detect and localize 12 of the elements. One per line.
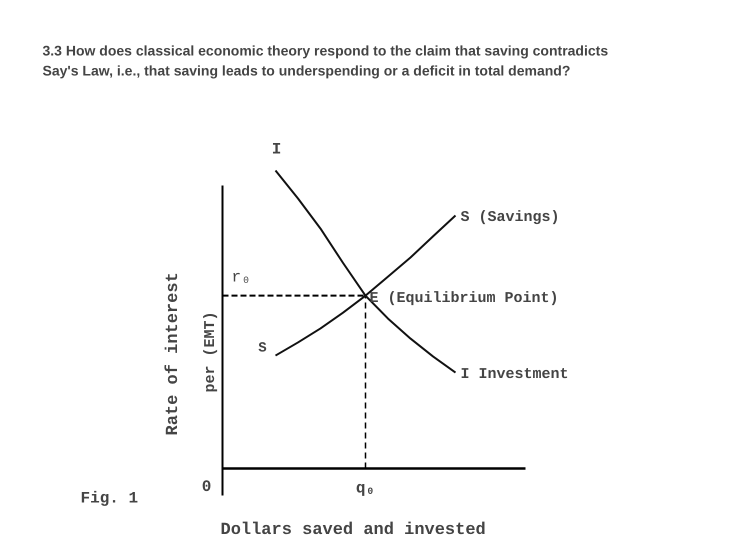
caption: Fig. 1: [80, 490, 138, 508]
annotation: S: [258, 340, 267, 356]
y-axis-title: Rate of interest per (EMT): [164, 272, 219, 436]
text: I: [272, 140, 282, 158]
annotation: E (Equilibrium Point): [370, 290, 559, 307]
series-label: S (Savings): [460, 209, 560, 226]
ref-line-label: r₀: [232, 268, 251, 287]
chart-title: 3.3 How does classical economic theory respond to the claim that saving contradicts Say's Law, i.e., that saving leads to underspending or a deficit in total demand?: [42, 42, 608, 78]
text: 0: [202, 478, 212, 496]
x-axis-title: Dollars saved and invested: [220, 521, 486, 540]
text: q₀: [356, 480, 376, 498]
series-label: I Investment: [460, 366, 569, 384]
